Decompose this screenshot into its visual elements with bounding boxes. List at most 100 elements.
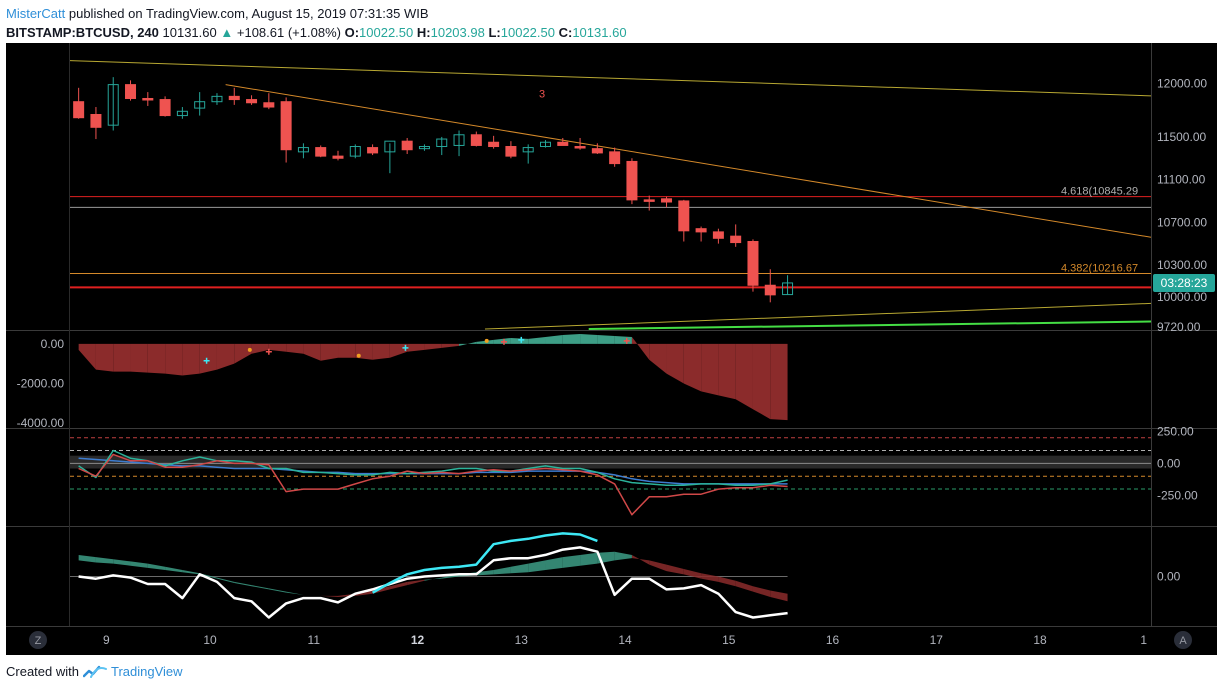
area-segment (580, 333, 598, 344)
panel3-tick-label: 250.00 (1157, 424, 1194, 438)
cloud-segment (234, 581, 252, 587)
area-segment (510, 337, 529, 344)
created-with-text: Created with (6, 663, 79, 679)
cloud-segment (372, 586, 390, 594)
candle-up (297, 147, 309, 153)
candle-up (539, 141, 551, 148)
area-segment (216, 343, 235, 370)
candle-down (747, 240, 759, 286)
candle-down (315, 147, 327, 157)
area-segment (597, 334, 615, 344)
candle-down (228, 95, 240, 101)
candle-down (159, 99, 171, 117)
price-tick-label: 10300.00 (1157, 258, 1207, 272)
time-tick-label: 13 (515, 633, 529, 647)
open-label: O: (344, 25, 360, 40)
high-label: H: (416, 25, 431, 40)
area-segment (528, 336, 546, 344)
neutral-band (70, 455, 1151, 469)
cloud-segment (666, 564, 684, 575)
area-segment (545, 334, 563, 344)
candle-up (194, 101, 206, 109)
panel2-tick-label: -4000.00 (17, 416, 65, 430)
signal-cross (265, 348, 272, 355)
cloud-segment (78, 554, 96, 563)
zoom-button (29, 631, 47, 649)
area-segment (251, 343, 269, 354)
area-segment (424, 343, 442, 350)
area-segment (718, 343, 736, 400)
candle-down (557, 141, 569, 146)
author-link[interactable]: MisterCatt (6, 6, 66, 21)
tradingview-link[interactable]: TradingView (110, 663, 183, 679)
cloud-segment (286, 591, 304, 595)
cloud-segment (562, 554, 581, 568)
area-segment (666, 343, 684, 384)
series-cyan-line (371, 532, 598, 594)
area-segment (614, 335, 632, 344)
signal-cross (402, 344, 409, 351)
area-segment (268, 343, 287, 352)
candle-up (349, 146, 361, 157)
panel2-tick-label: -2000.00 (17, 376, 65, 390)
annotation-label: 3 (539, 88, 545, 100)
candle-up (418, 146, 430, 150)
area-segment (441, 343, 460, 348)
cloud-segment (95, 557, 114, 564)
chart-svg[interactable]: 4.618(10845.294.382(10216.67312000.00115… (6, 43, 1217, 655)
published-text: published on TradingView.com, August 15,… (68, 6, 429, 21)
signal-dot (484, 338, 489, 343)
cloud-segment (701, 573, 719, 582)
chart-area[interactable]: 4.618(10845.29 4.382(10216.67 3 12000.00 115… (6, 43, 1217, 655)
cloud-segment (735, 580, 753, 592)
cloud-segment (683, 568, 702, 579)
area-segment (338, 343, 356, 358)
footer: Created with TradingView (6, 663, 183, 679)
candle-down (712, 231, 724, 239)
last-price: 10131.60 (162, 25, 217, 40)
chart-panels: 4.618(10845.294.382(10216.67312000.00115… (6, 43, 1217, 655)
panel2-tick-label: 0.00 (41, 337, 65, 351)
time-tick-label: 12 (411, 633, 425, 647)
auto-scale-label: A (1179, 635, 1187, 647)
area-segment (459, 341, 477, 346)
tradingview-logo-icon (82, 665, 107, 678)
time-tick-label: 1 (1140, 633, 1147, 647)
up-arrow-icon: ▲ (220, 25, 234, 40)
signal-dot (356, 353, 361, 358)
trend-line (69, 60, 1152, 97)
cloud-segment (216, 577, 235, 583)
candle-down (574, 146, 586, 149)
time-tick-label: 10 (203, 633, 217, 647)
cloud-segment (113, 559, 131, 566)
trend-line (225, 84, 1152, 238)
series-red-line (78, 453, 788, 516)
low-label: L: (488, 25, 501, 40)
fib-level-label: 4.618(10845.29 (1061, 186, 1138, 198)
signal-cross (500, 338, 507, 345)
signal-cross (623, 337, 630, 344)
time-tick-label: 14 (618, 633, 632, 647)
candle-up (176, 110, 188, 117)
signal-dot (247, 347, 252, 352)
publish-line: MisterCatt published on TradingView.com,… (6, 4, 627, 23)
candle-down (505, 146, 517, 157)
trend-line (588, 320, 1152, 330)
cloud-segment (251, 585, 269, 590)
area-segment (234, 343, 252, 364)
panel3-tick-label: 0.00 (1157, 456, 1181, 470)
cloud-segment (631, 554, 650, 565)
zoom-button-label: Z (35, 635, 42, 647)
candle-down (73, 101, 85, 119)
candle-down (764, 284, 776, 296)
cloud-segment (130, 561, 148, 568)
cloud-segment (614, 551, 632, 561)
candle-down (730, 235, 742, 244)
area-segment (562, 333, 581, 344)
cloud-segment (407, 579, 425, 586)
candle-up (211, 95, 223, 103)
cloud-segment (199, 573, 217, 579)
cloud-segment (268, 588, 287, 593)
area-segment (320, 343, 339, 361)
area-segment (407, 343, 425, 352)
